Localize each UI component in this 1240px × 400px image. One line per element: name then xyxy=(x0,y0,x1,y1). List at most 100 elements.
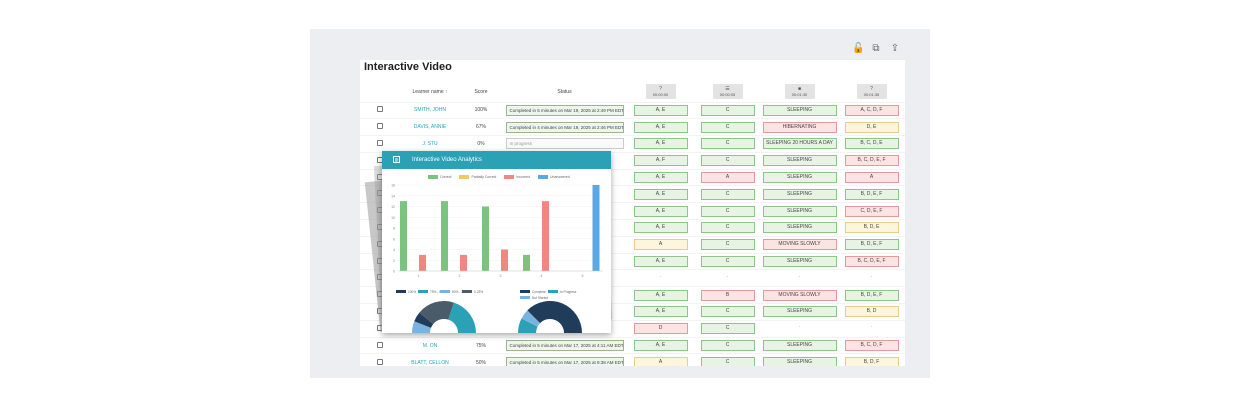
select-all-header xyxy=(360,82,400,102)
row-checkbox[interactable] xyxy=(377,123,383,130)
answer-badge[interactable]: - xyxy=(870,273,873,280)
answer-badge[interactable]: B, D, F xyxy=(844,357,899,366)
answer-badge[interactable]: SLEEPING xyxy=(762,222,837,234)
answer-badge[interactable]: A, E xyxy=(633,205,688,217)
answer-badge[interactable]: C xyxy=(700,306,755,318)
answer-badge[interactable]: A, E xyxy=(633,222,688,234)
answer-badge[interactable]: A, C, D, F xyxy=(844,104,899,116)
answer-badge[interactable]: - xyxy=(659,273,662,280)
table-row[interactable]: DAVIS, ANNIE 67% Completed in 4 minutes on… xyxy=(360,118,905,136)
row-checkbox[interactable] xyxy=(377,106,383,113)
answer-badge[interactable]: C xyxy=(700,188,755,200)
analytics-icon: ▥ xyxy=(393,156,400,163)
answer-badge[interactable]: C xyxy=(700,121,755,133)
score-cell: 75% xyxy=(460,336,502,354)
status-column-header[interactable]: Status xyxy=(557,88,572,95)
table-row[interactable]: M. ON 75% Completed in 5 minutes on Mar 17… xyxy=(360,336,905,354)
answer-badge[interactable]: A, E xyxy=(633,188,688,200)
answer-badge[interactable]: A, E xyxy=(633,104,688,116)
learner-name-link[interactable]: DAVIS, ANNIE xyxy=(413,124,447,131)
question-header-3[interactable]: ■ 00:01:30 xyxy=(761,82,838,102)
answer-badge[interactable]: SLEEPING 20 HOURS A DAY xyxy=(762,138,837,150)
answer-badge[interactable]: B xyxy=(700,289,755,301)
table-row[interactable]: J. STU 0% In progress A, E C SLEEPING 20 HOUR… xyxy=(360,135,905,153)
answer-badge[interactable]: A, E xyxy=(633,172,688,184)
table-row[interactable]: SMITH, JOHN 100% Completed in 5 minutes on… xyxy=(360,101,905,119)
answer-badge[interactable]: SLEEPING xyxy=(762,357,837,366)
answer-badge[interactable]: SLEEPING xyxy=(762,256,837,268)
answer-badge[interactable]: B, D, E, F xyxy=(844,188,899,200)
answer-badge[interactable]: B, C, D, F xyxy=(844,340,899,352)
score-cell: 50% xyxy=(460,353,502,366)
answer-badge[interactable]: A, F xyxy=(633,155,688,167)
answer-cell-q1: A, E xyxy=(627,303,694,321)
answer-badge[interactable]: C xyxy=(700,155,755,167)
learner-column-header[interactable]: Learner name ↑ xyxy=(412,88,448,95)
answer-badge[interactable]: C xyxy=(700,323,755,335)
answer-badge[interactable]: A, E xyxy=(633,121,688,133)
answer-badge[interactable]: A, E xyxy=(633,306,688,318)
answer-badge[interactable]: B, C, D, E, F xyxy=(844,256,899,268)
learner-name-link[interactable]: M. ON xyxy=(422,342,438,349)
answer-badge[interactable]: B, C, D, E, F xyxy=(844,155,899,167)
answer-badge[interactable]: C xyxy=(700,340,755,352)
answer-badge[interactable]: - xyxy=(870,324,873,331)
question-header-1[interactable]: ? 00:00:00 xyxy=(627,82,694,102)
answer-badge[interactable]: B, C, D, E xyxy=(844,138,899,150)
answer-badge[interactable]: C xyxy=(700,256,755,268)
answer-badge[interactable]: - xyxy=(798,324,801,331)
answer-badge[interactable]: SLEEPING xyxy=(762,205,837,217)
answer-badge[interactable]: SLEEPING xyxy=(762,188,837,200)
answer-badge[interactable]: C xyxy=(700,104,755,116)
answer-cell-q2: C xyxy=(694,303,761,321)
answer-badge[interactable]: B, D, E, F xyxy=(844,239,899,251)
answer-badge[interactable]: A, E xyxy=(633,138,688,150)
score-column-header[interactable]: Score xyxy=(474,88,488,95)
answer-badge[interactable]: SLEEPING xyxy=(762,155,837,167)
answer-badge[interactable]: D, E xyxy=(844,121,899,133)
row-checkbox[interactable] xyxy=(377,358,383,365)
answer-badge[interactable]: C, D, E, F xyxy=(844,205,899,217)
answer-badge[interactable]: C xyxy=(700,205,755,217)
learner-name-link[interactable]: BLATT, CELLON xyxy=(411,359,449,366)
answer-badge[interactable]: A xyxy=(633,357,688,366)
answer-badge[interactable]: C xyxy=(700,239,755,251)
row-checkbox[interactable] xyxy=(377,139,383,146)
answer-badge[interactable]: B, D xyxy=(844,306,899,318)
answer-badge[interactable]: B, D, E, F xyxy=(844,289,899,301)
question-header-4[interactable]: ? 00:01:35 xyxy=(838,82,905,102)
answer-badge[interactable]: SLEEPING xyxy=(762,306,837,318)
question-header-2[interactable]: ☰ 00:00:05 xyxy=(694,82,761,102)
unlock-icon[interactable]: 🔓 xyxy=(852,43,865,54)
question-icon: ? xyxy=(659,86,662,93)
answer-badge[interactable]: - xyxy=(798,273,801,280)
answer-badge[interactable]: MOVING SLOWLY xyxy=(762,239,837,251)
answer-badge[interactable]: SLEEPING xyxy=(762,172,837,184)
table-row[interactable]: BLATT, CELLON 50% Completed in 5 minutes o… xyxy=(360,353,905,366)
answer-badge[interactable]: A xyxy=(633,239,688,251)
answer-badge[interactable]: SLEEPING xyxy=(762,104,837,116)
answer-badge[interactable]: - xyxy=(726,273,729,280)
row-checkbox[interactable] xyxy=(377,341,383,348)
answer-badge[interactable]: SLEEPING xyxy=(762,340,837,352)
answer-badge[interactable]: A, E xyxy=(633,340,688,352)
copy-icon[interactable]: ⧉ xyxy=(872,43,880,54)
answer-badge[interactable]: A, E xyxy=(633,256,688,268)
answer-badge[interactable]: A, E xyxy=(633,289,688,301)
bar-correct xyxy=(400,201,407,271)
x-tick-label: 2 xyxy=(459,274,461,278)
answer-badge[interactable]: C xyxy=(700,138,755,150)
y-tick-label: 4 xyxy=(393,248,395,252)
export-icon[interactable]: ⇪ xyxy=(890,43,900,54)
answer-badge[interactable]: D xyxy=(633,323,688,335)
learner-name-link[interactable]: J. STU xyxy=(422,140,438,147)
answer-badge[interactable]: A xyxy=(844,172,899,184)
answer-badge[interactable]: MOVING SLOWLY xyxy=(762,289,837,301)
answer-cell-q4: C, D, E, F xyxy=(838,202,905,220)
learner-name-link[interactable]: SMITH, JOHN xyxy=(414,107,446,114)
answer-badge[interactable]: HIBERNATING xyxy=(762,121,837,133)
answer-badge[interactable]: C xyxy=(700,222,755,234)
answer-badge[interactable]: C xyxy=(700,357,755,366)
answer-badge[interactable]: B, D, E xyxy=(844,222,899,234)
answer-badge[interactable]: A xyxy=(700,172,755,184)
